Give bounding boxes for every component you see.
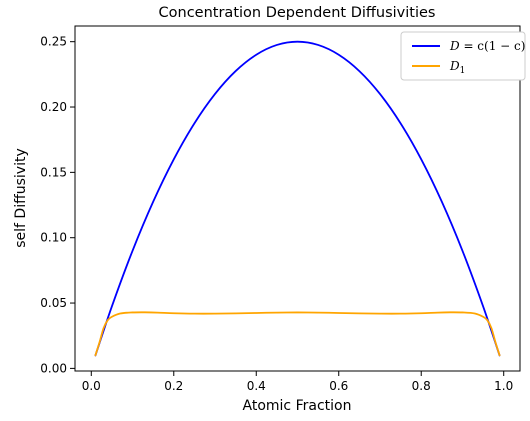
y-tick-label: 0.00 [40, 361, 67, 375]
y-tick-label: 0.20 [40, 100, 67, 114]
y-axis-ticks: 0.00 0.05 0.10 0.15 0.20 0.25 [40, 35, 75, 375]
plot-area [75, 26, 520, 371]
series-line-1 [94, 40, 501, 357]
y-axis-label: self Diffusivity [13, 148, 29, 248]
plot-frame [74, 25, 521, 372]
x-tick-label: 0.8 [412, 379, 431, 393]
x-axis-ticks: 0.0 0.2 0.4 0.6 0.8 1.0 [82, 371, 513, 393]
legend-label-series-1: D = c(1 − c) [449, 39, 525, 53]
x-tick-label: 0.2 [164, 379, 183, 393]
legend-label-series-2: D1 [449, 59, 465, 76]
x-tick-label: 0.0 [82, 379, 101, 393]
x-tick-label: 0.6 [329, 379, 348, 393]
series-layer [94, 40, 501, 357]
legend-label-series-1-rest: = c(1 − c) [460, 39, 526, 53]
y-tick-label: 0.05 [40, 296, 67, 310]
chart-title: Concentration Dependent Diffusivities [159, 5, 436, 21]
legend-box [400, 31, 526, 81]
x-tick-label: 1.0 [494, 379, 513, 393]
y-tick-label: 0.15 [40, 165, 67, 179]
legend: D = c(1 − c) D1 [400, 31, 526, 81]
x-tick-label: 0.4 [247, 379, 266, 393]
x-axis-label: Atomic Fraction [243, 398, 352, 414]
legend-label-series-1-main: D [449, 39, 460, 53]
legend-label-series-2-main: D [449, 59, 460, 73]
y-tick-label: 0.10 [40, 231, 67, 245]
series-line-2 [94, 311, 501, 357]
y-tick-label: 0.25 [40, 35, 67, 49]
legend-label-series-2-sub: 1 [460, 66, 466, 76]
